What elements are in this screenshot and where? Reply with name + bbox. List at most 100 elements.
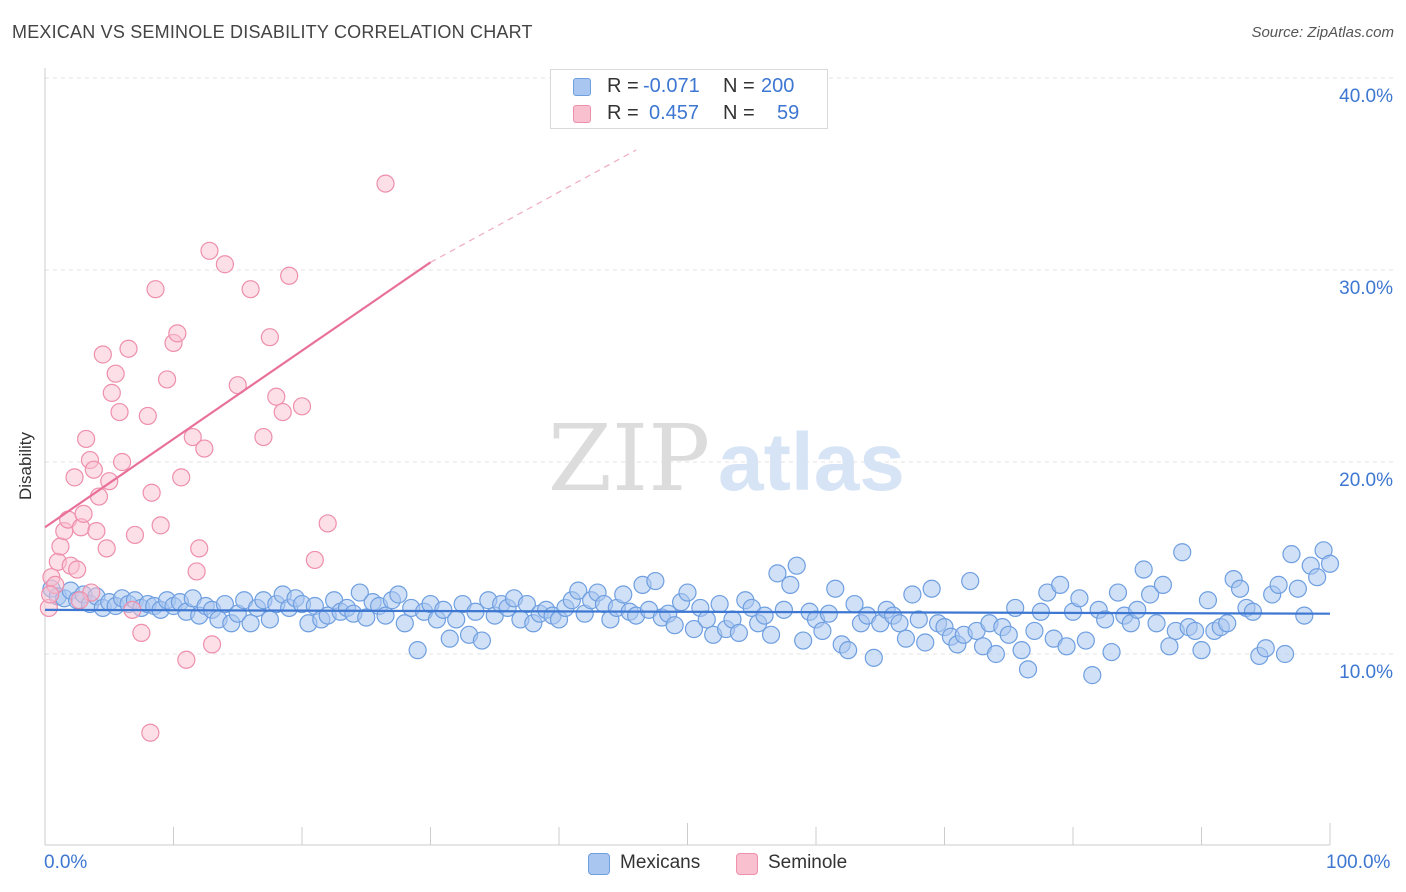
data-point-seminole bbox=[177, 650, 196, 669]
watermark-zip: ZIP bbox=[548, 405, 710, 512]
data-point-mexicans bbox=[1025, 621, 1044, 641]
data-point-mexicans bbox=[864, 648, 883, 667]
data-point-seminole bbox=[93, 345, 112, 364]
data-point-mexicans bbox=[614, 585, 633, 604]
legend-n-value: 200 bbox=[761, 75, 795, 97]
data-point-mexicans bbox=[1269, 575, 1288, 594]
data-point-seminole bbox=[273, 402, 292, 422]
data-point-mexicans bbox=[1018, 660, 1038, 679]
data-point-seminole bbox=[84, 460, 103, 479]
data-point-mexicans bbox=[447, 610, 466, 629]
data-point-mexicans bbox=[1057, 637, 1076, 656]
data-point-seminole bbox=[195, 439, 214, 458]
data-point-mexicans bbox=[961, 571, 980, 591]
data-point-mexicans bbox=[774, 600, 793, 619]
data-point-mexicans bbox=[1198, 591, 1218, 610]
trend-line-seminole bbox=[44, 261, 432, 529]
data-point-mexicans bbox=[1256, 639, 1275, 658]
data-point-mexicans bbox=[729, 623, 749, 642]
data-point-mexicans bbox=[408, 641, 427, 660]
data-point-mexicans bbox=[781, 575, 800, 594]
x-max-label: 100.0% bbox=[1326, 852, 1391, 873]
data-point-seminole bbox=[68, 560, 87, 579]
trend-line-mexicans bbox=[44, 608, 1331, 615]
data-point-mexicans bbox=[665, 616, 684, 635]
data-point-mexicans bbox=[787, 556, 806, 575]
data-point-mexicans bbox=[1096, 610, 1115, 629]
y-tick-labels: 10.0% 20.0% 30.0% 40.0% bbox=[1339, 86, 1393, 683]
data-point-mexicans bbox=[260, 610, 279, 629]
data-point-seminole bbox=[146, 280, 165, 299]
correlation-legend: R = -0.071 N = 200 R = 0.457 N = 59 bbox=[550, 69, 828, 129]
trend-lines bbox=[44, 149, 1331, 615]
data-point-seminole bbox=[260, 328, 279, 347]
data-point-seminole bbox=[77, 429, 96, 449]
data-point-seminole bbox=[41, 585, 60, 604]
data-point-seminole bbox=[157, 370, 177, 389]
data-point-mexicans bbox=[710, 594, 729, 614]
data-point-mexicans bbox=[819, 604, 838, 623]
data-point-seminole bbox=[202, 635, 222, 654]
data-point-mexicans bbox=[389, 585, 408, 604]
data-point-mexicans bbox=[890, 614, 909, 633]
data-point-seminole bbox=[280, 266, 299, 285]
data-point-seminole bbox=[200, 241, 219, 260]
data-point-mexicans bbox=[1308, 568, 1327, 587]
data-point-mexicans bbox=[472, 631, 491, 650]
bottom-legend-label: Seminole bbox=[768, 852, 848, 873]
data-point-seminole bbox=[168, 324, 187, 343]
series-seminole bbox=[39, 174, 395, 742]
data-point-mexicans bbox=[1102, 642, 1121, 662]
data-point-seminole bbox=[70, 591, 89, 610]
data-point-mexicans bbox=[646, 571, 665, 591]
data-point-mexicans bbox=[1173, 543, 1192, 562]
data-point-mexicans bbox=[794, 631, 813, 650]
data-point-mexicans bbox=[768, 564, 787, 583]
data-point-seminole bbox=[190, 539, 209, 558]
data-point-seminole bbox=[112, 452, 132, 472]
data-point-mexicans bbox=[1192, 641, 1211, 660]
data-point-mexicans bbox=[1128, 600, 1147, 619]
data-point-mexicans bbox=[215, 594, 234, 614]
y-tick-label: 30.0% bbox=[1339, 278, 1393, 299]
data-point-mexicans bbox=[813, 621, 832, 641]
data-point-mexicans bbox=[1282, 545, 1301, 564]
legend-r-value: 0.457 bbox=[649, 102, 700, 124]
data-point-seminole bbox=[141, 723, 160, 742]
data-point-seminole bbox=[254, 427, 273, 447]
data-point-mexicans bbox=[1006, 598, 1025, 618]
data-point-mexicans bbox=[1275, 644, 1295, 664]
watermark-atlas: atlas bbox=[718, 417, 905, 508]
data-point-mexicans bbox=[395, 614, 414, 633]
data-point-mexicans bbox=[1108, 583, 1128, 602]
data-point-mexicans bbox=[684, 619, 704, 639]
data-point-seminole bbox=[87, 522, 106, 541]
data-point-mexicans bbox=[1134, 560, 1153, 579]
data-point-mexicans bbox=[1012, 641, 1031, 660]
x-min-label: 0.0% bbox=[44, 852, 88, 873]
legend-n-value: 59 bbox=[777, 102, 800, 124]
data-point-seminole bbox=[142, 483, 161, 502]
data-point-mexicans bbox=[986, 644, 1006, 664]
legend-n-label: N = bbox=[723, 75, 755, 97]
data-point-mexicans bbox=[1140, 585, 1160, 604]
data-point-mexicans bbox=[1218, 614, 1237, 633]
data-point-mexicans bbox=[440, 629, 459, 648]
data-point-mexicans bbox=[1083, 666, 1102, 685]
data-point-seminole bbox=[292, 397, 312, 416]
data-point-seminole bbox=[132, 623, 151, 642]
data-point-mexicans bbox=[697, 610, 716, 629]
grid-lines bbox=[45, 77, 1393, 655]
legend-r-label: R = bbox=[607, 75, 639, 97]
data-point-mexicans bbox=[1185, 621, 1205, 641]
data-point-mexicans bbox=[350, 583, 369, 602]
data-point-mexicans bbox=[1051, 575, 1070, 594]
data-point-mexicans bbox=[761, 625, 781, 644]
data-point-mexicans bbox=[357, 608, 376, 627]
data-point-mexicans bbox=[909, 610, 928, 629]
data-point-seminole bbox=[51, 537, 70, 556]
data-point-mexicans bbox=[903, 585, 922, 604]
data-point-mexicans bbox=[1153, 575, 1173, 594]
data-point-seminole bbox=[318, 514, 337, 533]
